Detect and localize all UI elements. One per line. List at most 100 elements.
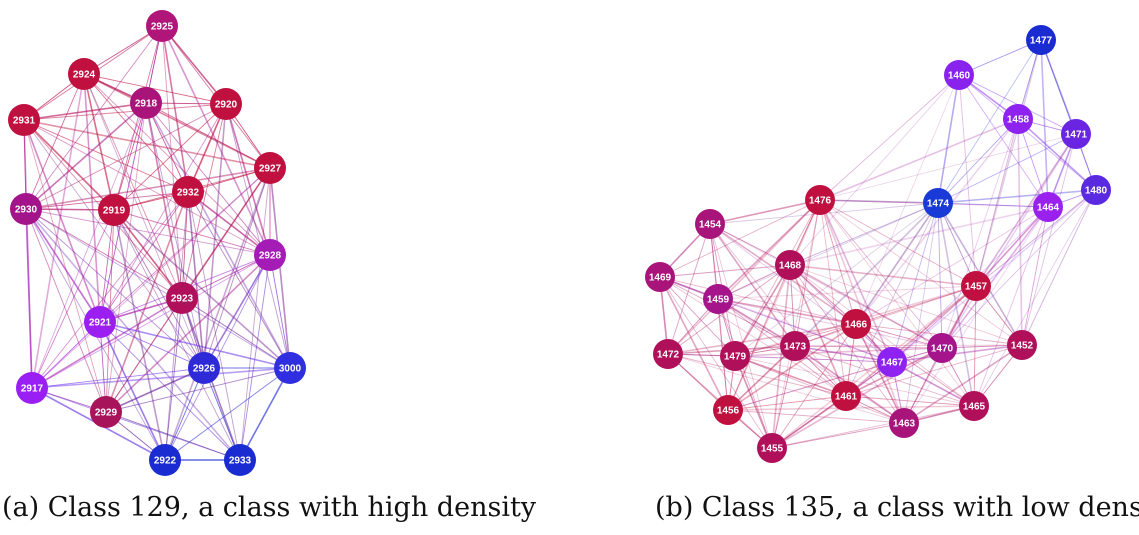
edge-1461-1455: [771, 395, 847, 449]
node-label: 1464: [1037, 203, 1060, 214]
node-label: 1470: [931, 344, 954, 355]
node-circle: [757, 433, 787, 463]
edge-1476-1452: [819, 199, 1023, 346]
node-circle: [274, 352, 306, 384]
node-1468: 1468: [775, 250, 805, 280]
edge-2928-2929: [105, 254, 271, 413]
edge-2919-2917: [31, 209, 115, 389]
node-circle: [944, 60, 974, 90]
edge-2918-3000: [145, 102, 291, 369]
edge-1480-1452: [1021, 189, 1097, 346]
node-1474: 1474: [923, 188, 953, 218]
edge-2920-2923: [181, 103, 227, 299]
node-label: 2923: [171, 294, 194, 305]
edge-2919-2921: [99, 209, 115, 323]
edge-1472-1463: [667, 353, 905, 424]
edge-2923-2917: [31, 297, 183, 389]
node-2917: 2917: [16, 372, 48, 404]
node-2918: 2918: [130, 87, 162, 119]
edge-1480-1467: [891, 189, 1097, 363]
edge-2926-2917: [31, 367, 205, 389]
node-circle: [889, 408, 919, 438]
edge-1472-1461: [667, 353, 847, 397]
edge-1457-1465: [973, 285, 977, 407]
edge-1464-1468: [789, 206, 1049, 266]
edge-2930-2928: [25, 208, 271, 256]
edge-2926-2922: [164, 367, 205, 461]
edge-2929-2933: [105, 411, 241, 461]
node-circle: [1007, 330, 1037, 360]
edge-1476-1470: [819, 199, 943, 349]
edge-2921-2926: [99, 321, 205, 369]
edge-2924-2920: [83, 73, 227, 105]
edge-1473-1470: [794, 345, 943, 349]
edge-1480-1457: [975, 189, 1097, 287]
edge-1454-1467: [709, 223, 893, 363]
edge-1454-1470: [709, 223, 943, 349]
edge-2924-2917: [31, 73, 85, 389]
edge-3000-2933: [239, 367, 291, 461]
node-circle: [1061, 119, 1091, 149]
node-circle: [775, 250, 805, 280]
edge-1474-1464: [937, 202, 1049, 208]
node-label: 1480: [1085, 186, 1108, 197]
edge-1479-1455: [734, 355, 773, 449]
edge-2924-2926: [83, 73, 205, 369]
node-label: 1476: [809, 196, 832, 207]
edge-2924-2930: [25, 73, 85, 210]
node-2921: 2921: [84, 306, 116, 338]
edge-1473-1465: [794, 345, 975, 407]
node-circle: [695, 209, 725, 239]
node-2931: 2931: [8, 104, 40, 136]
node-label: 2930: [15, 205, 38, 216]
edge-1479-1461: [734, 355, 847, 397]
node-label: 1463: [893, 419, 916, 430]
node-label: 1479: [724, 352, 747, 363]
edge-2930-2933: [25, 208, 241, 461]
edge-1459-1455: [717, 298, 773, 449]
node-label: 2926: [193, 364, 216, 375]
edge-1469-1466: [659, 276, 857, 325]
node-circle: [166, 282, 198, 314]
node-label: 2927: [259, 164, 282, 175]
edge-1479-1467: [734, 355, 893, 363]
edge-2919-2928: [113, 209, 271, 256]
edge-1466-1472: [667, 323, 857, 355]
edge-2920-2926: [203, 103, 227, 369]
edge-1474-1457: [937, 202, 977, 287]
edge-2931-2928: [23, 119, 271, 256]
node-label: 2932: [177, 188, 200, 199]
edge-2932-2933: [187, 191, 241, 461]
node-label: 1468: [779, 261, 802, 272]
node-label: 2933: [229, 456, 252, 467]
node-label: 1455: [761, 444, 784, 455]
edge-2920-2921: [99, 103, 227, 323]
edge-1477-1457: [975, 39, 1042, 287]
edge-1480-1470: [941, 189, 1097, 349]
node-label: 2922: [154, 456, 177, 467]
edge-2931-2926: [23, 119, 205, 369]
node-circle: [720, 341, 750, 371]
edge-1471-1470: [941, 133, 1077, 349]
edge-1468-1465: [789, 264, 975, 407]
edge-1456-1461: [727, 395, 847, 411]
edge-1471-1452: [1021, 133, 1077, 346]
node-circle: [172, 176, 204, 208]
node-circle: [98, 194, 130, 226]
edge-2931-2929: [23, 119, 107, 413]
edge-1469-1473: [659, 276, 796, 347]
edge-1479-1463: [734, 355, 905, 424]
edge-1454-1472: [667, 223, 711, 355]
edge-1468-1457: [789, 264, 977, 287]
edge-1457-1467: [891, 285, 977, 363]
edge-1480-1465: [973, 189, 1097, 407]
node-label: 1456: [717, 406, 740, 417]
edge-2927-2923: [181, 167, 271, 299]
edge-1458-1480: [1017, 118, 1097, 191]
edge-2918-2917: [31, 102, 147, 389]
node-circle: [780, 331, 810, 361]
edge-1476-1469: [659, 199, 821, 278]
edge-1458-1452: [1017, 118, 1023, 346]
edge-1457-1455: [771, 285, 977, 449]
edge-1473-1455: [771, 345, 796, 449]
